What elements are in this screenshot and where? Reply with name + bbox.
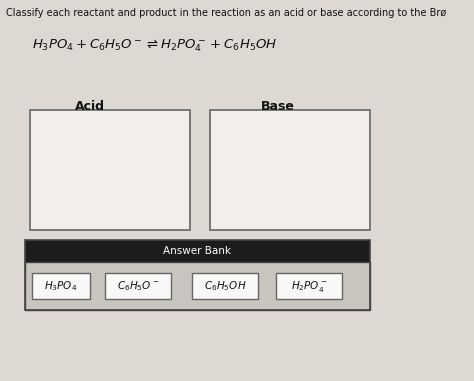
Text: $H_3PO_4$: $H_3PO_4$ (45, 279, 78, 293)
Bar (105, 273, 171, 299)
Text: $H_3PO_4 + C_6H_5O^- \rightleftharpoons H_2PO_4^- + C_6H_5OH$: $H_3PO_4 + C_6H_5O^- \rightleftharpoons … (32, 38, 277, 54)
Text: Acid: Acid (75, 100, 105, 113)
Bar (30, 110, 190, 230)
Bar (210, 110, 370, 230)
Text: Base: Base (261, 100, 295, 113)
Text: $C_6H_5OH$: $C_6H_5OH$ (204, 279, 246, 293)
Text: Answer Bank: Answer Bank (164, 246, 231, 256)
Text: $H_2PO_4^-$: $H_2PO_4^-$ (291, 279, 328, 293)
Bar (25, 240, 370, 310)
Bar (32, 273, 90, 299)
Bar (25, 240, 370, 262)
Text: Classify each reactant and product in the reaction as an acid or base according : Classify each reactant and product in th… (6, 8, 446, 18)
Bar (25, 262, 370, 310)
Bar (192, 273, 258, 299)
Text: $C_6H_5O^-$: $C_6H_5O^-$ (117, 279, 159, 293)
Bar (276, 273, 342, 299)
